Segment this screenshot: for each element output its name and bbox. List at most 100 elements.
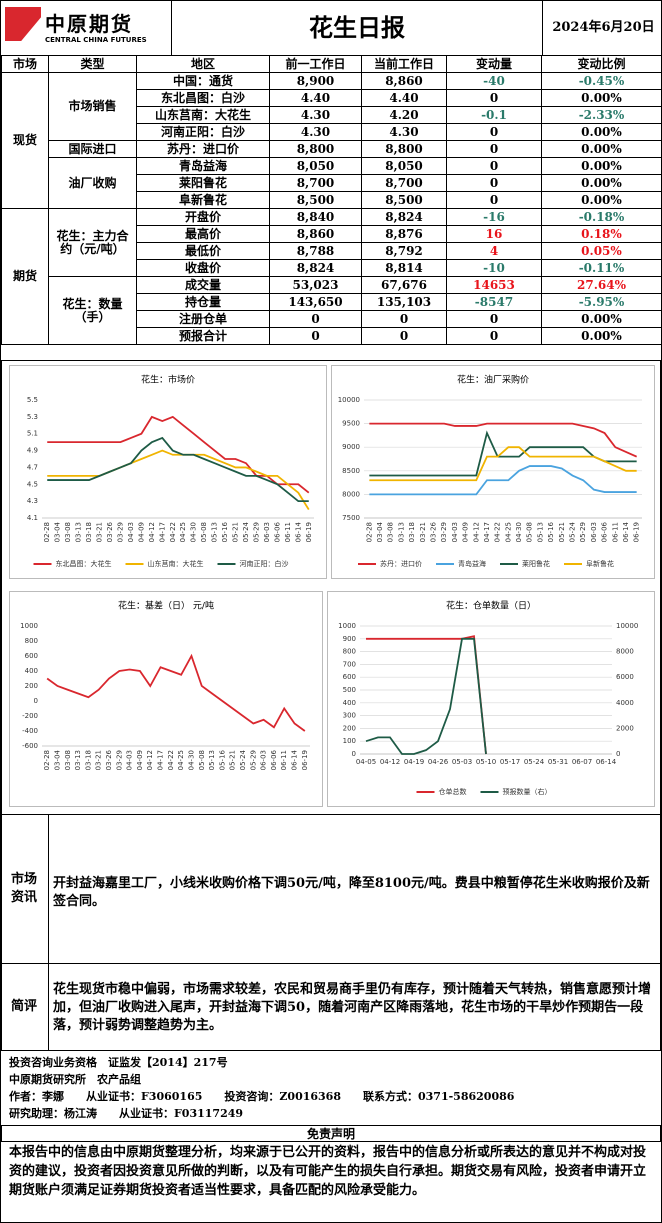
x-tick-label: 06-06 (270, 749, 278, 770)
y-tick-label: 7500 (342, 514, 360, 522)
legend-label: 阜新鲁花 (586, 559, 614, 568)
x-tick-label: 03-08 (387, 522, 395, 542)
value-cell: 0 (361, 327, 447, 345)
value-cell: 0.05% (541, 242, 661, 260)
x-tick-label: 04-03 (127, 522, 135, 542)
x-tick-label: 04-09 (462, 522, 470, 542)
x-tick-label: 03-04 (376, 521, 384, 542)
x-tick-label: 05-16 (221, 521, 229, 542)
date: 2024年6月20日 (552, 20, 655, 35)
y-tick-label: 0 (352, 750, 356, 758)
value-cell: 8,500 (269, 191, 362, 209)
news-label: 市场资讯 (11, 872, 38, 905)
region-cell: 持仓量 (136, 293, 270, 311)
value-cell: 8,700 (269, 174, 362, 192)
logo: 中原期货 (45, 12, 133, 36)
x-tick-label: 04-09 (136, 750, 144, 770)
y2-tick-label: 0 (616, 750, 620, 758)
value-cell: 0.00% (541, 310, 661, 328)
value-cell: 4.30 (269, 106, 362, 124)
value-cell: -8547 (446, 293, 542, 311)
x-tick-label: 06-14 (294, 521, 302, 542)
table-row: 预报合计 0 0 0 0.00% (2, 327, 661, 345)
table-row: 现货 市场销售 中国：通货 8,900 8,860 -40 -0.45% (1, 72, 661, 209)
y-tick-label: 4.1 (27, 514, 38, 522)
y-tick-label: 200 (25, 682, 38, 690)
x-tick-label: 03-08 (64, 522, 72, 542)
table-row: 东北昌图：白沙 4.40 4.40 0 0.00% (2, 89, 661, 107)
header-cell: 变动量 (446, 55, 542, 73)
value-cell: 4.20 (361, 106, 447, 124)
x-tick-label: 05-24 (569, 521, 577, 542)
chart-title: 花生：仓单数量（日） (446, 600, 536, 612)
x-tick-label: 05-08 (526, 522, 534, 542)
value-cell: 8,860 (269, 225, 362, 243)
y-tick-label: -200 (22, 712, 38, 720)
market-cell: 现货 (1, 72, 49, 209)
x-tick-label: 06-03 (263, 522, 271, 542)
table-row: 持仓量 143,650 135,103 -8547 -5.95% (2, 293, 661, 311)
region-cell: 预报合计 (136, 327, 270, 345)
x-tick-label: 06-03 (260, 750, 268, 770)
x-tick-label: 05-24 (524, 758, 545, 766)
x-tick-label: 04-12 (146, 750, 154, 770)
region-cell: 苏丹：进口价 (136, 140, 270, 158)
x-tick-label: 04-25 (179, 522, 187, 542)
type-cell: 油厂收购 (48, 157, 137, 209)
footer-line: 研究助理：杨江涛 从业证书：F03117249 (9, 1107, 244, 1120)
y-tick-label: 10000 (338, 396, 360, 404)
comment-cell (48, 963, 661, 1051)
value-cell: -0.18% (541, 208, 661, 226)
legend-label: 预报数量（右） (503, 787, 552, 796)
x-tick-label: 04-03 (451, 522, 459, 542)
value-cell: 4.40 (269, 89, 362, 107)
value-cell: 0 (446, 327, 542, 345)
title: 花生日报 (171, 1, 543, 55)
value-cell: 0.00% (541, 191, 661, 209)
disclaimer-title: 免责声明 (1, 1125, 661, 1142)
value-cell: 0.00% (541, 140, 661, 158)
y-tick-label: 8500 (342, 467, 360, 475)
x-tick-label: 05-21 (232, 522, 240, 542)
comment-label: 简评 (11, 999, 38, 1014)
series-line (369, 446, 637, 482)
table-row: 期货 花生：主力合约（元/吨） 开盘价 8,840 8,824 -16 -0.18% (1, 208, 661, 345)
x-tick-label: 06-07 (572, 758, 592, 766)
y-tick-label: 5.3 (27, 413, 38, 421)
y-tick-label: 8000 (342, 490, 360, 498)
x-tick-label: 06-14 (291, 749, 299, 770)
x-tick-label: 05-13 (211, 522, 219, 542)
type-cell: 市场销售 (48, 72, 137, 141)
y2-tick-label: 10000 (616, 622, 638, 630)
y-tick-label: 100 (343, 737, 356, 745)
value-cell: -40 (446, 72, 542, 90)
value-cell: 8,824 (361, 208, 447, 226)
y-tick-label: 400 (343, 699, 356, 707)
x-tick-label: 03-21 (95, 750, 103, 770)
value-cell: 4.40 (361, 89, 447, 107)
y-tick-label: 4.9 (27, 447, 38, 455)
x-tick-label: 03-18 (408, 522, 416, 542)
x-tick-label: 04-12 (380, 758, 400, 766)
region-cell: 开盘价 (136, 208, 270, 226)
x-tick-label: 05-13 (208, 750, 216, 770)
y-tick-label: 0 (34, 697, 38, 705)
value-cell: 8,824 (269, 259, 362, 277)
type-cell: 花生：主力合约（元/吨） (48, 208, 137, 277)
x-tick-label: 05-08 (200, 522, 208, 542)
market-cell: 期货 (1, 208, 49, 345)
x-tick-label: 04-12 (148, 522, 156, 542)
y2-tick-label: 2000 (616, 724, 634, 732)
x-tick-label: 04-22 (167, 750, 175, 770)
header-row: 市场 类型 地区 前一工作日 当前工作日 变动量 变动比例 (1, 55, 661, 73)
table-row: 注册仓单 0 0 0 0.00% (2, 310, 661, 328)
series-line (47, 436, 309, 503)
region-cell: 河南正阳：白沙 (136, 123, 270, 141)
value-cell: 0.18% (541, 225, 661, 243)
x-tick-label: 06-03 (590, 522, 598, 542)
value-cell: 8,860 (361, 72, 447, 90)
x-tick-label: 04-22 (169, 522, 177, 542)
x-tick-label: 03-29 (440, 522, 448, 542)
value-cell: 8,876 (361, 225, 447, 243)
value-cell: 8,800 (361, 140, 447, 158)
